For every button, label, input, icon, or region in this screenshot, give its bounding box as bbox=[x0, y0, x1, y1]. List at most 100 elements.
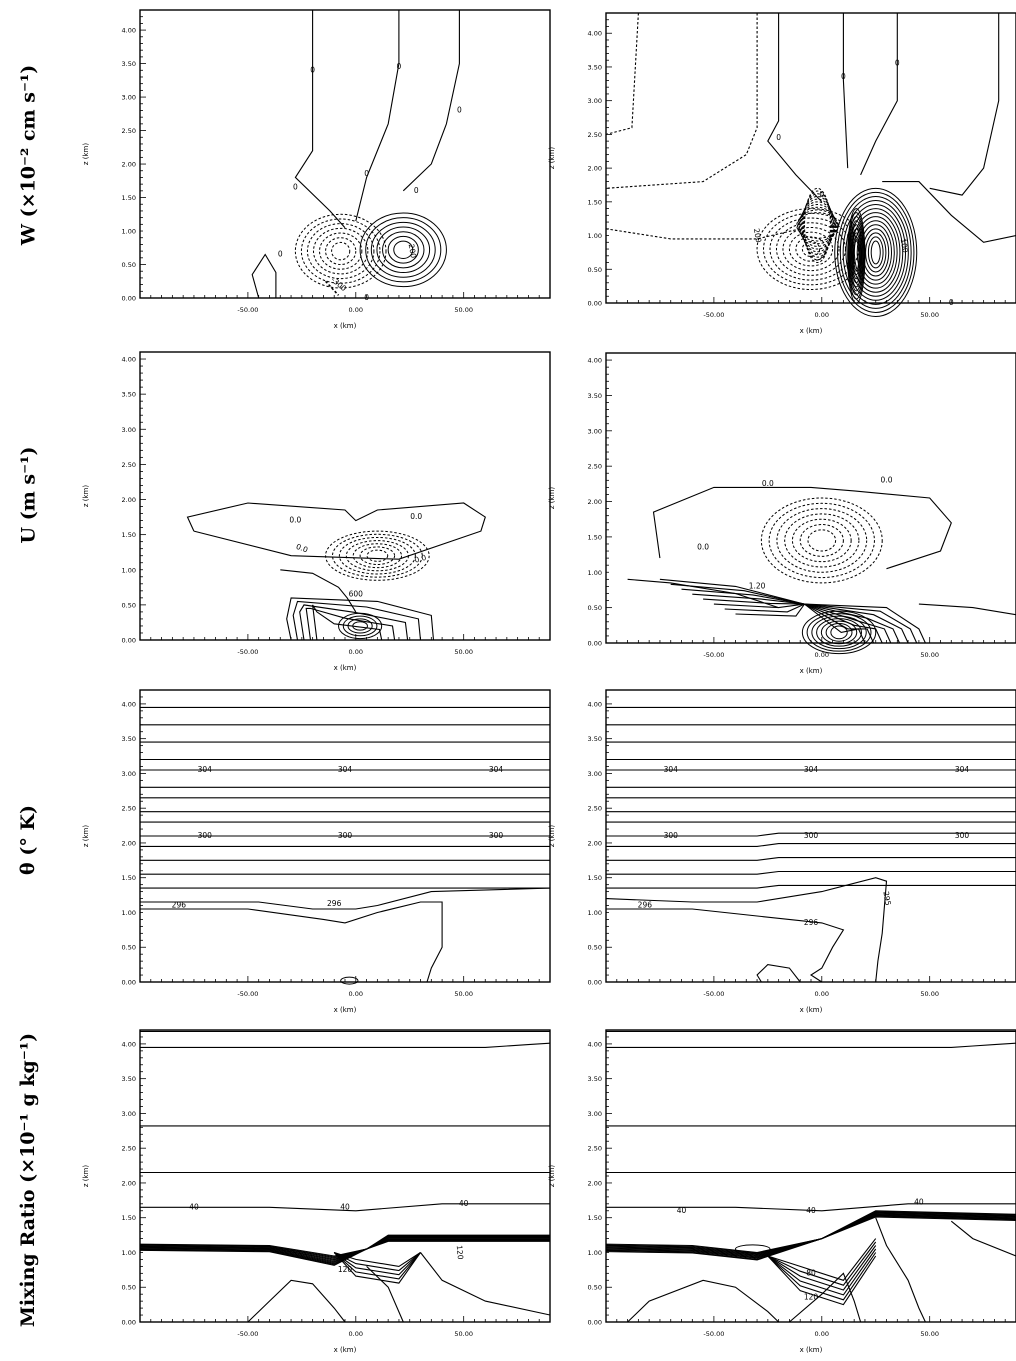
y-tick-label: 1.00 bbox=[588, 569, 602, 577]
y-tick-label: 3.00 bbox=[122, 94, 136, 102]
contour-label: 120 bbox=[338, 1265, 353, 1274]
y-axis-label: z (km) bbox=[82, 1165, 90, 1188]
contour-label: 0.0 bbox=[295, 542, 310, 555]
contour-label: 0 bbox=[364, 293, 369, 302]
contour-label: 40 bbox=[806, 1206, 816, 1215]
contour-label: 0 bbox=[310, 65, 315, 74]
contour-label: 296 bbox=[638, 901, 653, 910]
contour-label: 300 bbox=[804, 831, 819, 840]
contour-label: 40 bbox=[459, 1199, 469, 1208]
plot-frame bbox=[605, 12, 1016, 304]
x-tick-label: -50.00 bbox=[237, 990, 258, 998]
plot-frame bbox=[605, 352, 1016, 644]
x-tick-label: 0.00 bbox=[349, 306, 363, 314]
y-tick-label: 3.00 bbox=[588, 770, 602, 778]
contour-label: 0 bbox=[364, 169, 369, 178]
y-tick-label: 1.00 bbox=[122, 1249, 136, 1257]
contour-label: 100 bbox=[899, 238, 910, 254]
x-tick-label: 50.00 bbox=[920, 990, 939, 998]
y-tick-label: 0.00 bbox=[588, 979, 602, 987]
contour-label: 304 bbox=[955, 765, 970, 774]
x-tick-label: 50.00 bbox=[454, 990, 473, 998]
y-tick-label: 2.50 bbox=[588, 805, 602, 813]
y-tick-label: 3.00 bbox=[588, 427, 602, 435]
contour-label: 0 bbox=[457, 105, 462, 114]
x-tick-label: -50.00 bbox=[237, 648, 258, 656]
contour-label: 0.0 bbox=[289, 516, 301, 525]
contour-label: 296 bbox=[327, 899, 342, 908]
y-tick-label: 3.50 bbox=[588, 735, 602, 743]
y-tick-label: 2.50 bbox=[122, 127, 136, 135]
contour-label: 600 bbox=[349, 589, 364, 598]
y-tick-label: 3.50 bbox=[588, 392, 602, 400]
y-tick-label: 1.50 bbox=[122, 1214, 136, 1222]
y-tick-label: 4.00 bbox=[588, 1040, 602, 1048]
x-tick-label: 0.00 bbox=[349, 648, 363, 656]
contour-label: 304 bbox=[489, 765, 504, 774]
y-tick-label: 1.50 bbox=[122, 531, 136, 539]
x-tick-label: 50.00 bbox=[920, 311, 939, 319]
y-tick-label: 4.00 bbox=[588, 357, 602, 365]
contour-label: 304 bbox=[664, 765, 679, 774]
y-tick-label: 1.50 bbox=[588, 198, 602, 206]
x-tick-label: 50.00 bbox=[454, 306, 473, 314]
y-tick-label: 2.00 bbox=[588, 839, 602, 847]
y-tick-label: 0.00 bbox=[122, 637, 136, 645]
x-axis-label: x (km) bbox=[800, 1346, 823, 1354]
plot-frame bbox=[139, 1029, 551, 1323]
x-axis-label: x (km) bbox=[800, 1006, 823, 1014]
x-axis-label: x (km) bbox=[334, 664, 357, 672]
contour-label: 0 bbox=[397, 62, 402, 71]
y-tick-label: 0.50 bbox=[588, 1284, 602, 1292]
x-axis-label: x (km) bbox=[334, 1006, 357, 1014]
y-tick-label: 2.50 bbox=[122, 1145, 136, 1153]
x-axis-label: x (km) bbox=[334, 1346, 357, 1354]
y-tick-label: 2.00 bbox=[588, 1179, 602, 1187]
y-tick-label: 3.00 bbox=[122, 426, 136, 434]
y-tick-label: 0.50 bbox=[588, 944, 602, 952]
plot-frame bbox=[605, 1029, 1016, 1323]
y-tick-label: 2.50 bbox=[588, 1145, 602, 1153]
y-tick-label: 1.00 bbox=[588, 909, 602, 917]
y-tick-label: 1.00 bbox=[122, 228, 136, 236]
y-tick-label: 2.00 bbox=[588, 498, 602, 506]
y-tick-label: 4.00 bbox=[122, 1040, 136, 1048]
y-tick-label: 4.00 bbox=[122, 356, 136, 364]
contour-label: 0 bbox=[895, 59, 900, 68]
y-tick-label: 1.00 bbox=[122, 566, 136, 574]
y-tick-label: 1.50 bbox=[122, 874, 136, 882]
y-tick-label: 4.00 bbox=[588, 700, 602, 708]
y-axis-label: z (km) bbox=[82, 485, 90, 508]
contour-label: 0 bbox=[414, 186, 419, 195]
contour-label: 0.0 bbox=[410, 512, 422, 521]
contour-label: 304 bbox=[198, 765, 213, 774]
y-tick-label: 2.00 bbox=[122, 839, 136, 847]
contour-label: 304 bbox=[338, 765, 353, 774]
y-tick-label: 0.50 bbox=[588, 266, 602, 274]
y-tick-label: 1.50 bbox=[588, 874, 602, 882]
y-axis-label: z (km) bbox=[82, 825, 90, 848]
contour-label: 120 bbox=[455, 1245, 465, 1260]
contour-label: 40 bbox=[340, 1202, 350, 1211]
y-tick-label: 3.50 bbox=[122, 391, 136, 399]
contour-label: 0 bbox=[776, 133, 781, 142]
x-tick-label: 50.00 bbox=[454, 1330, 473, 1338]
panel-mixing-right: 0.00 0.50 1.00 1.50 2.00 2.50 3.00 3.50 4.00 -50.… bbox=[548, 1029, 1016, 1354]
y-tick-label: 1.50 bbox=[588, 533, 602, 541]
panel-mixing-left: 0.00 0.50 1.00 1.50 2.00 2.50 3.00 3.50 4.00 -50.… bbox=[82, 1029, 551, 1354]
y-tick-label: 0.00 bbox=[122, 1319, 136, 1327]
y-tick-label: 4.00 bbox=[122, 27, 136, 35]
y-tick-label: 0.00 bbox=[122, 979, 136, 987]
y-tick-label: 4.00 bbox=[588, 30, 602, 38]
x-tick-label: 50.00 bbox=[920, 651, 939, 659]
y-tick-label: 3.50 bbox=[588, 1075, 602, 1083]
y-tick-label: 2.50 bbox=[588, 131, 602, 139]
contour-label: 296 bbox=[172, 901, 187, 910]
contour-label: 300 bbox=[955, 831, 970, 840]
panel-u-right: 0.00 0.50 1.00 1.50 2.00 2.50 3.00 3.50 4.00 -50.… bbox=[548, 352, 1016, 675]
x-tick-label: -50.00 bbox=[703, 990, 724, 998]
y-axis-label: z (km) bbox=[548, 1165, 556, 1188]
contour-label: 0 bbox=[949, 298, 954, 307]
y-tick-label: 1.50 bbox=[122, 194, 136, 202]
